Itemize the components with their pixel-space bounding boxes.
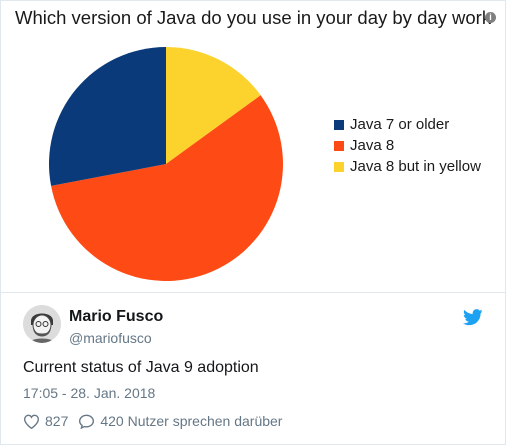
legend-item[interactable]: Java 8 but in yellow — [334, 156, 481, 177]
pie-chart-panel[interactable]: Which version of Java do you use in your… — [1, 1, 505, 293]
author-name[interactable]: Mario Fusco — [69, 308, 164, 325]
avatar[interactable] — [23, 305, 61, 343]
legend-label: Java 8 — [350, 137, 395, 154]
avatar-face-icon — [23, 305, 61, 343]
legend-swatch — [334, 140, 344, 151]
tweet-timestamp[interactable]: 17:05 - 28. Jan. 2018 — [23, 385, 156, 401]
info-icon[interactable]: i — [485, 12, 496, 23]
chart-title: Which version of Java do you use in your… — [15, 7, 492, 28]
pie-slice-java-8[interactable] — [51, 95, 284, 281]
tweet-text: Current status of Java 9 adoption — [23, 359, 259, 376]
pie-slice-java-7-or-older[interactable] — [48, 47, 166, 186]
chart-legend: Java 7 or older Java 8 Java 8 but in yello… — [334, 114, 481, 177]
twitter-bird-icon[interactable] — [463, 309, 483, 326]
speech-bubble-icon — [79, 414, 95, 429]
heart-icon — [23, 414, 40, 429]
pie-chart — [48, 47, 284, 281]
like-button[interactable]: 827 — [23, 413, 68, 429]
legend-swatch — [334, 119, 344, 130]
tweet-body: Mario Fusco @mariofusco Current status o… — [1, 293, 505, 445]
reply-button[interactable]: 420 Nutzer sprechen darüber — [78, 413, 282, 429]
pie-slice-java-8-but-in-yellow[interactable] — [166, 47, 261, 164]
legend-item[interactable]: Java 8 — [334, 135, 481, 156]
legend-label: Java 7 or older — [350, 116, 450, 133]
legend-swatch — [334, 161, 344, 172]
reply-count-text: 420 Nutzer sprechen darüber — [100, 413, 283, 429]
legend-label: Java 8 but in yellow — [350, 158, 481, 175]
legend-item[interactable]: Java 7 or older — [334, 114, 481, 135]
tweet-actions: 827 420 Nutzer sprechen darüber — [23, 413, 292, 429]
author-handle[interactable]: @mariofusco — [69, 330, 152, 346]
like-count: 827 — [45, 413, 69, 429]
